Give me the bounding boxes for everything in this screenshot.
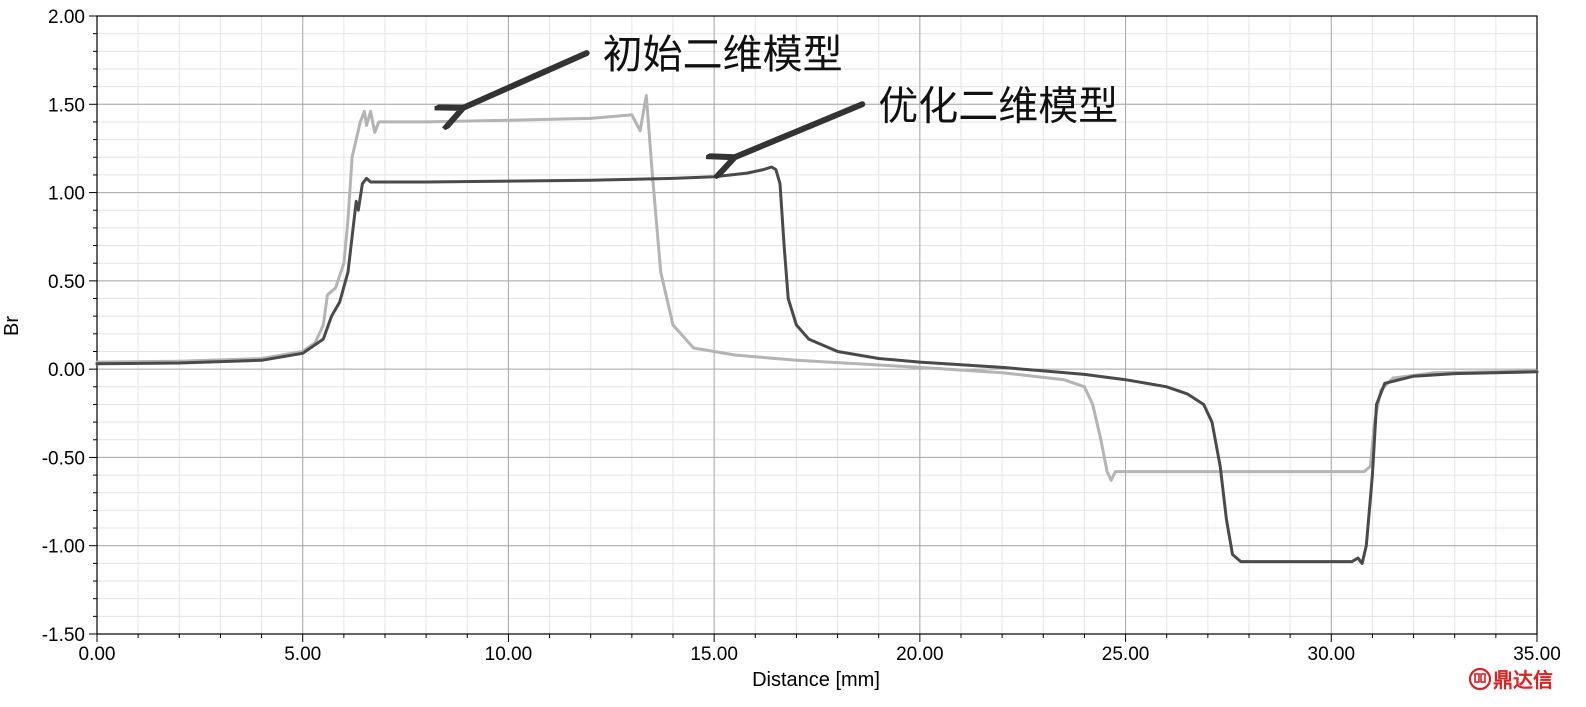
watermark-text: 鼎达信 [1493, 668, 1553, 692]
x-tick-label: 0.00 [79, 644, 116, 665]
y-tick-label: 1.50 [48, 95, 85, 116]
x-tick-label: 15.00 [690, 644, 738, 665]
annotation-arrow-1 [463, 50, 590, 108]
x-tick-label: 25.00 [1102, 644, 1150, 665]
x-tick-label: 35.00 [1513, 644, 1561, 665]
y-tick-label: 0.50 [48, 272, 85, 293]
x-tick-label: 30.00 [1308, 644, 1356, 665]
annotation-label-1: 初始二维模型 [603, 32, 843, 78]
x-tick-label: 5.00 [284, 644, 321, 665]
x-tick-label: 10.00 [485, 644, 533, 665]
y-tick-label: -0.50 [42, 448, 85, 469]
watermark: 鼎达信 [1468, 667, 1553, 692]
plot-frame [96, 15, 1538, 635]
dingdaxin-logo-icon [1468, 667, 1492, 691]
plot-border [96, 15, 1538, 635]
series-line-1 [95, 94, 1539, 482]
annotation-arrow-2 [735, 101, 866, 157]
y-tick-label: -1.50 [42, 625, 85, 646]
y-tick-label: 0.00 [48, 360, 85, 381]
x-tick-labels: 0.00 5.00 10.00 15.00 20.00 25.00 30.00 35.00 [79, 644, 1561, 665]
y-tick-label: -1.00 [42, 537, 85, 558]
y-axis-title: Br [1, 316, 23, 336]
y-tick-labels: 2.00 1.50 1.00 0.50 0.00 -0.50 -1.00 -1.50 [42, 7, 85, 646]
y-tick-label: 2.00 [48, 7, 85, 28]
tick-marks [89, 15, 1538, 642]
series-lines [95, 94, 1539, 565]
x-tick-label: 20.00 [896, 644, 944, 665]
annotation-label-2: 优化二维模型 [878, 83, 1118, 129]
series-line-2 [95, 165, 1539, 565]
y-tick-label: 1.00 [48, 184, 85, 205]
x-axis-title: Distance [mm] [752, 669, 880, 691]
